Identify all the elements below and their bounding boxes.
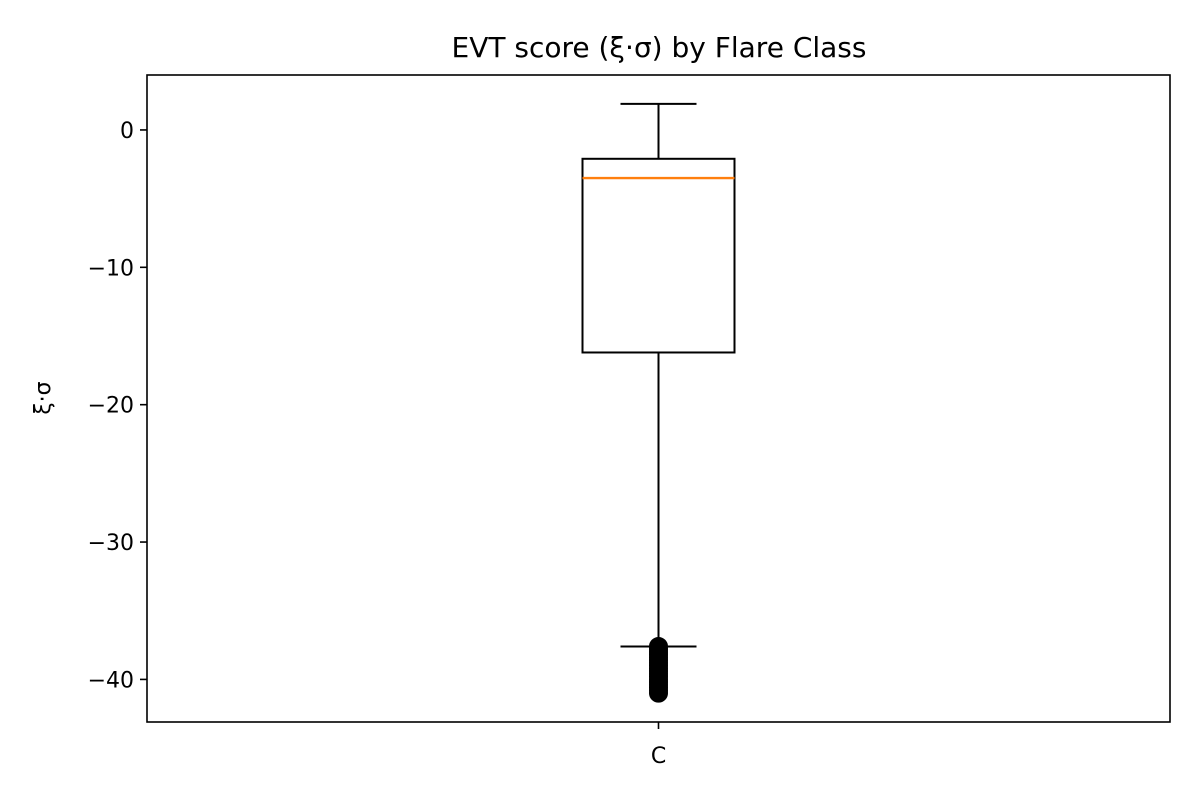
outlier-point xyxy=(649,683,668,703)
chart-title: EVT score (ξ·σ) by Flare Class xyxy=(452,31,867,64)
box-body xyxy=(581,157,736,354)
y-tick-label: 0 xyxy=(120,119,134,144)
axes-frame xyxy=(146,74,1171,723)
y-tick-label: −30 xyxy=(88,531,134,556)
y-tick-label: −20 xyxy=(88,394,134,419)
y-tick-label: −10 xyxy=(88,256,134,281)
y-axis-label: ξ·σ xyxy=(31,381,56,414)
plot-area: 0 −10 −20 −30 −40 C xyxy=(88,102,736,769)
x-tick-label: C xyxy=(651,744,666,769)
y-tick-label: −40 xyxy=(88,668,134,693)
